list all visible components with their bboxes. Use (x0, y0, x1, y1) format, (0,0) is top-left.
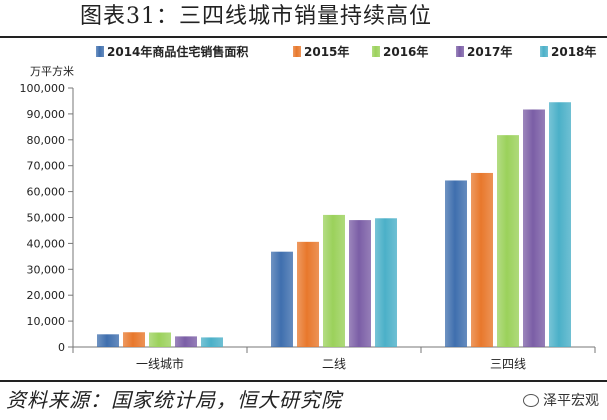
legend-label: 2014年商品住宅销售面积 (107, 44, 248, 59)
y-unit-label: 万平方米 (30, 64, 74, 78)
bar (523, 109, 545, 347)
y-tick-label: 80,000 (27, 134, 66, 147)
legend-swatch (293, 46, 301, 57)
y-tick-label: 40,000 (27, 237, 66, 250)
y-tick-label: 50,000 (27, 212, 66, 225)
legend-label: 2017年 (467, 44, 512, 59)
bar (497, 135, 519, 347)
bar (471, 172, 493, 347)
y-tick-label: 10,000 (27, 315, 66, 328)
y-tick-label: 60,000 (27, 186, 66, 199)
bar (323, 214, 345, 347)
bar (297, 241, 319, 347)
bar (349, 220, 371, 347)
bar (123, 332, 145, 347)
bar (97, 334, 119, 347)
y-tick-label: 30,000 (27, 263, 66, 276)
wechat-icon (523, 393, 539, 407)
x-tick-label: 三四线 (490, 357, 526, 371)
legend-label: 2018年 (551, 44, 596, 59)
legend: 2014年商品住宅销售面积 2015年 2016年 2017年 2018年 (96, 44, 596, 59)
x-tick-label: 一线城市 (136, 356, 184, 371)
title-divider (0, 36, 607, 38)
source-note: 资料来源：国家统计局，恒大研究院 (6, 388, 342, 412)
bar (549, 102, 571, 348)
x-axis: 一线城市 二线 三四线 (72, 346, 596, 371)
legend-label: 2015年 (304, 44, 349, 59)
y-tick-label: 20,000 (27, 289, 66, 302)
y-tick-label: 70,000 (27, 160, 66, 173)
legend-swatch (540, 46, 548, 57)
bar (375, 218, 397, 347)
y-tick-label: 0 (58, 341, 65, 354)
bar (175, 336, 197, 347)
watermark-text: 泽平宏观 (543, 393, 599, 409)
bars (97, 102, 571, 348)
watermark: 泽平宏观 (523, 390, 599, 410)
legend-swatch (372, 46, 380, 57)
bar (201, 337, 223, 347)
chart-title: 图表31：三四线城市销量持续高位 (80, 4, 432, 29)
bar (271, 251, 293, 347)
y-axis: 0 10,000 20,000 30,000 40,000 50,000 60,000 70,… (20, 82, 74, 354)
legend-label: 2016年 (383, 44, 428, 59)
bar-chart: 2014年商品住宅销售面积 2015年 2016年 2017年 2018年 万平方米 0… (20, 44, 597, 371)
footer-divider (0, 380, 607, 382)
legend-swatch (96, 46, 104, 57)
bar (445, 180, 467, 347)
x-tick-label: 二线 (322, 357, 346, 371)
bar (149, 332, 171, 347)
legend-swatch (456, 46, 464, 57)
y-tick-label: 100,000 (20, 82, 66, 95)
y-tick-label: 90,000 (27, 108, 66, 121)
